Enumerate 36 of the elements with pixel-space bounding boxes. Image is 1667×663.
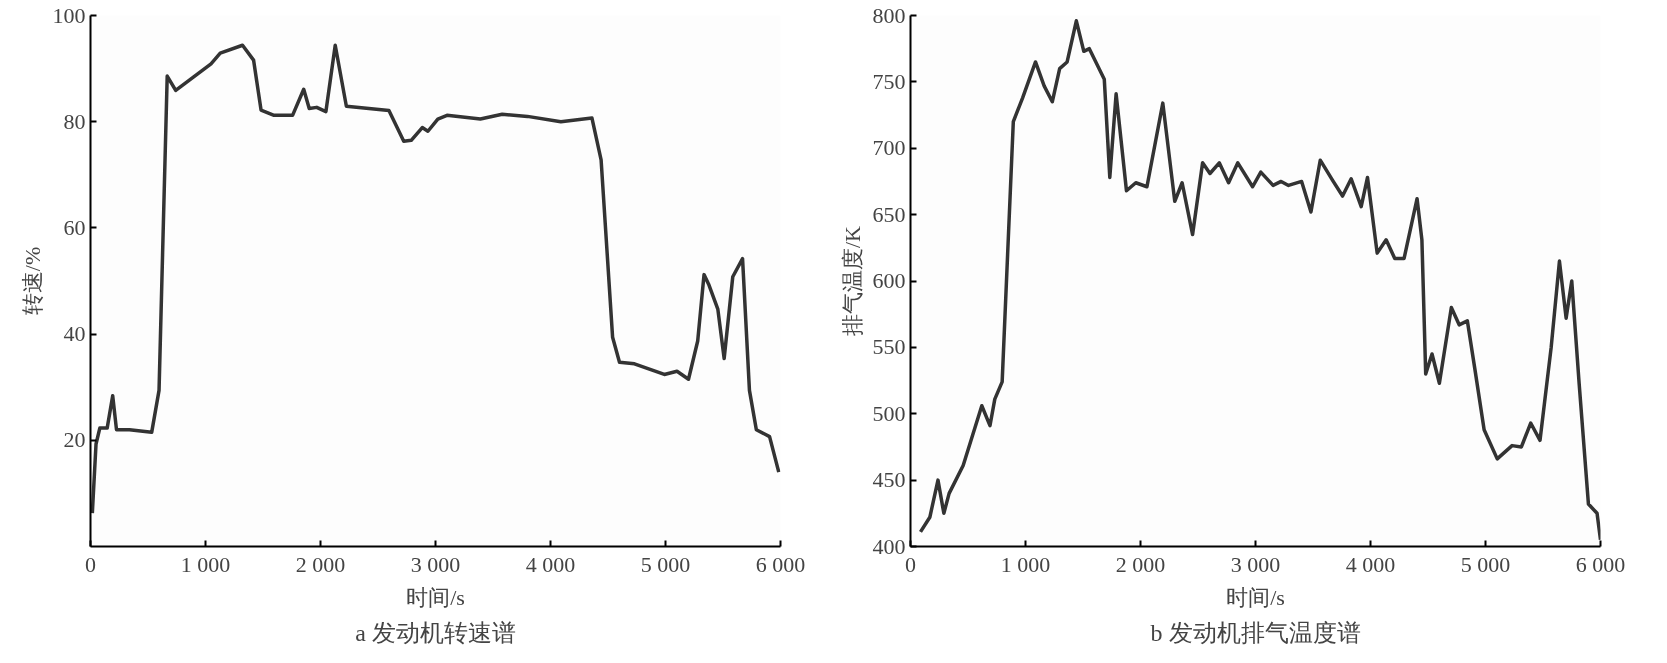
y-tick-label: 800 [872, 2, 906, 28]
y-tick-label: 400 [872, 533, 906, 559]
y-tick-label: 40 [63, 321, 86, 347]
x-tick-label: 2 000 [1115, 551, 1166, 577]
y-tick-label: 600 [872, 268, 906, 293]
y-axis-title: 转速/% [19, 246, 45, 316]
y-tick-label: 20 [63, 427, 86, 453]
y-tick-label: 750 [872, 68, 906, 94]
x-tick-label: 1 000 [180, 551, 231, 577]
y-tick-label: 500 [872, 400, 906, 426]
x-axis-title: 时间/s [1226, 584, 1285, 610]
x-tick-label: 4 000 [525, 551, 576, 577]
x-tick-label: 0 [905, 551, 916, 577]
x-tick-label: 4 000 [1345, 551, 1396, 577]
x-tick-label: 6 000 [1575, 551, 1626, 577]
x-tick-label: 3 000 [410, 551, 461, 577]
y-tick-label: 100 [52, 2, 86, 28]
y-tick-label: 60 [63, 214, 86, 240]
x-tick-label: 1 000 [1000, 551, 1051, 577]
text: a 发动机转速谱 [355, 619, 516, 646]
line-series [90, 43, 781, 515]
y-tick-label: 450 [872, 467, 906, 493]
x-tick-label: 2 000 [295, 551, 346, 577]
x-tick-label: 5 000 [1460, 551, 1511, 577]
y-tick-label: 80 [63, 108, 86, 134]
y-axis-title: 排气温度/K [839, 225, 865, 336]
text: b 发动机排气温度谱 [1150, 619, 1361, 646]
x-tick-label: 5 000 [640, 551, 691, 577]
x-tick-label: 6 000 [755, 551, 806, 577]
x-tick-label: 0 [85, 551, 96, 577]
y-tick-label: 700 [872, 135, 906, 161]
y-tick-label: 650 [872, 201, 906, 227]
y-tick-label: 550 [872, 334, 906, 360]
x-axis-title: 时间/s [406, 584, 465, 610]
x-tick-label: 3 000 [1230, 551, 1281, 577]
line-series [918, 19, 1601, 542]
